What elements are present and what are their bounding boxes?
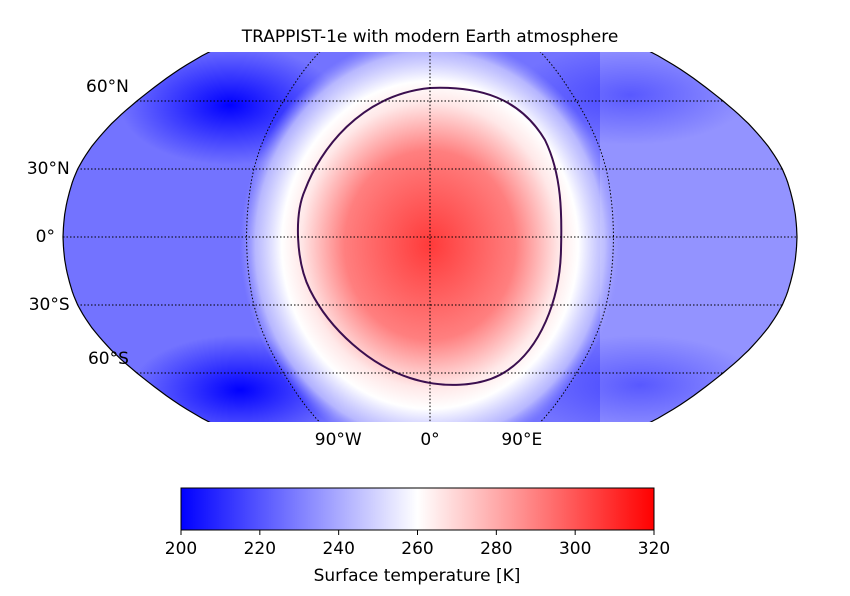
colorbar-tick-label: 260	[401, 539, 433, 559]
colorbar	[180, 487, 655, 531]
latitude-label: 30°N	[27, 159, 70, 179]
longitude-label: 90°W	[315, 430, 362, 450]
title: TRAPPIST-1e with modern Earth atmosphere	[241, 27, 619, 47]
colorbar-label: Surface temperature [K]	[314, 566, 521, 586]
longitude-label: 90°E	[501, 430, 542, 450]
latitude-label: 60°S	[88, 349, 129, 369]
colorbar-tick-label: 240	[322, 539, 354, 559]
meridian	[527, 52, 615, 422]
contour	[296, 86, 563, 386]
colorbar-tick-label: 220	[244, 539, 276, 559]
latitude-label: 0°	[36, 227, 55, 247]
latitude-label: 60°N	[86, 77, 129, 97]
longitude-label: 0°	[420, 430, 439, 450]
colorbar-tick-label: 320	[638, 539, 670, 559]
meridian	[245, 52, 333, 422]
map-outline	[62, 52, 798, 422]
colorbar-tick-label: 280	[480, 539, 512, 559]
colorbar-tick-label: 300	[559, 539, 591, 559]
latitude-label: 30°S	[29, 295, 70, 315]
colorbar-tick-label: 200	[165, 539, 197, 559]
